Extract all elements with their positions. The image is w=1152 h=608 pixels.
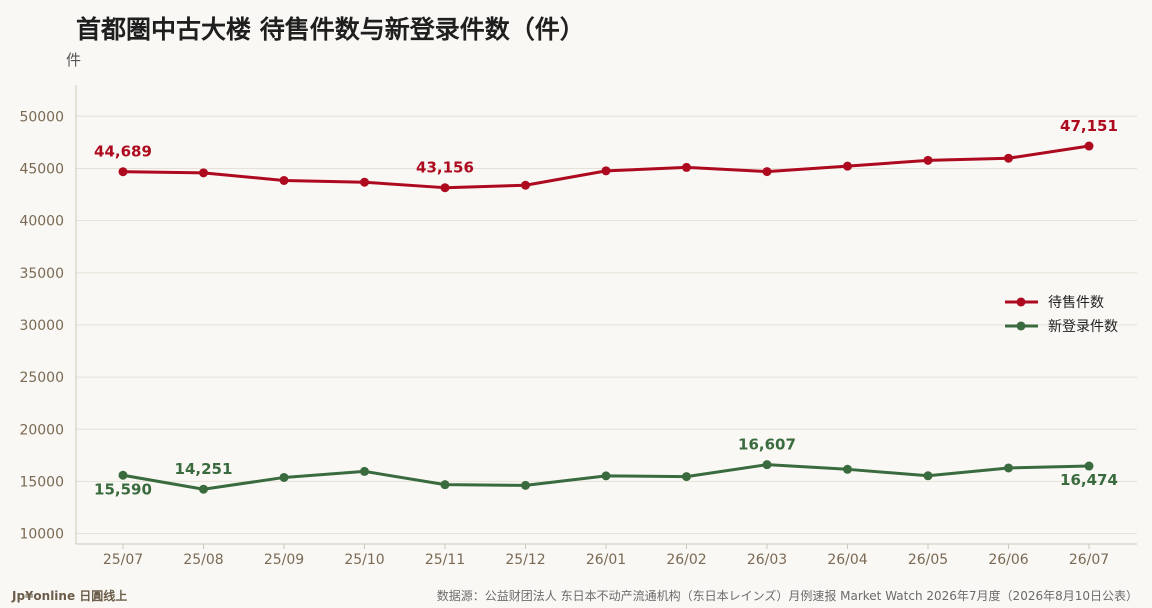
data-point <box>280 176 289 185</box>
data-point <box>682 472 691 481</box>
y-tick-label: 20000 <box>19 422 64 438</box>
y-tick-label: 30000 <box>19 318 64 334</box>
x-tick-label: 25/07 <box>103 552 143 568</box>
x-tick-label: 26/04 <box>827 552 867 568</box>
data-label: 44,689 <box>94 143 152 161</box>
x-tick-label: 26/01 <box>586 552 626 568</box>
legend-marker-1 <box>1017 322 1026 331</box>
data-point <box>1004 154 1013 163</box>
data-point <box>924 471 933 480</box>
data-point <box>843 162 852 171</box>
y-tick-label: 45000 <box>19 161 64 177</box>
data-point <box>521 481 530 490</box>
footer-source: 数据源：公益财团法人 东日本不动产流通机构（东日本レインズ）月例速报 Marke… <box>437 587 1138 604</box>
legend-label-0: 待售件数 <box>1048 295 1104 311</box>
data-label: 14,251 <box>175 460 233 478</box>
y-axis-label: 件 <box>66 51 81 69</box>
data-point <box>360 467 369 476</box>
data-label: 15,590 <box>94 480 152 498</box>
data-point <box>1004 463 1013 472</box>
x-tick-label: 26/07 <box>1069 552 1109 568</box>
data-point <box>843 465 852 474</box>
data-point <box>602 166 611 175</box>
data-point <box>119 167 128 176</box>
legend-marker-0 <box>1017 298 1026 307</box>
data-point <box>119 471 128 480</box>
x-tick-label: 25/11 <box>425 552 465 568</box>
data-point <box>682 163 691 172</box>
x-tick-label: 25/08 <box>183 552 223 568</box>
y-tick-label: 50000 <box>19 109 64 125</box>
data-point <box>199 485 208 494</box>
x-tick-label: 25/09 <box>264 552 304 568</box>
data-point <box>1085 462 1094 471</box>
x-tick-label: 26/03 <box>747 552 787 568</box>
data-point <box>441 480 450 489</box>
data-point <box>763 167 772 176</box>
footer-brand: Jp¥online 日圓线上 <box>12 587 127 604</box>
x-tick-label: 25/12 <box>505 552 545 568</box>
y-tick-label: 25000 <box>19 370 64 386</box>
x-tick-label: 25/10 <box>344 552 384 568</box>
x-tick-label: 26/02 <box>666 552 706 568</box>
x-tick-label: 26/05 <box>908 552 948 568</box>
data-label: 16,474 <box>1060 471 1118 489</box>
x-tick-label: 26/06 <box>988 552 1028 568</box>
data-label: 43,156 <box>416 159 474 177</box>
y-tick-label: 10000 <box>19 527 64 543</box>
y-tick-label: 35000 <box>19 266 64 282</box>
data-point <box>441 183 450 192</box>
data-point <box>602 471 611 480</box>
data-point <box>1085 142 1094 151</box>
data-point <box>521 181 530 190</box>
data-label: 16,607 <box>738 436 796 454</box>
y-tick-label: 40000 <box>19 214 64 230</box>
data-label: 47,151 <box>1060 117 1118 135</box>
data-point <box>280 473 289 482</box>
y-tick-label: 15000 <box>19 474 64 490</box>
data-point <box>360 178 369 187</box>
data-point <box>199 168 208 177</box>
data-point <box>924 156 933 165</box>
data-point <box>763 460 772 469</box>
legend-label-1: 新登录件数 <box>1048 319 1118 335</box>
